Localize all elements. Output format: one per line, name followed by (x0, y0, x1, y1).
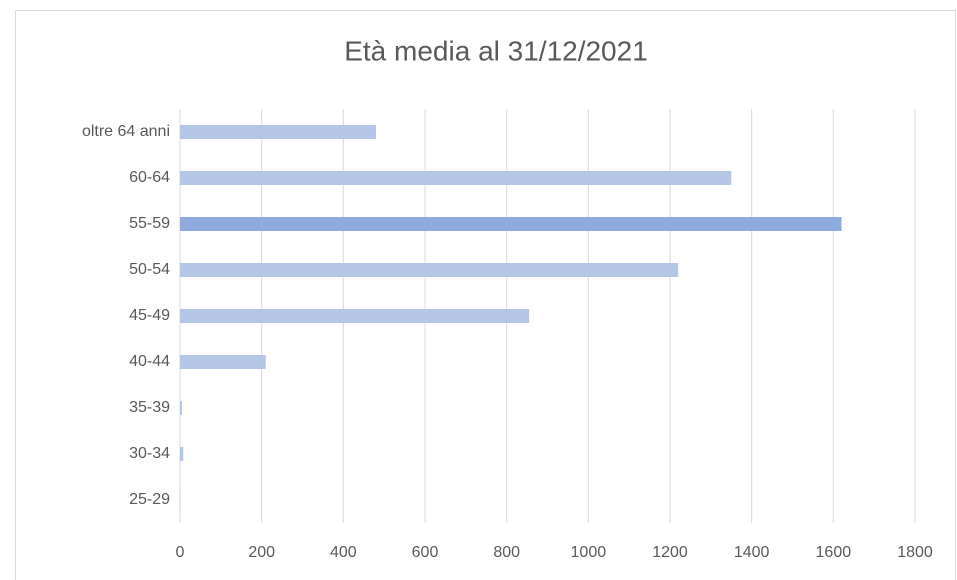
x-tick-label: 1400 (734, 544, 770, 561)
x-tick-label: 1200 (652, 544, 688, 561)
bar (180, 447, 184, 461)
x-tick-label: 600 (412, 544, 439, 561)
y-tick-label: 55-59 (129, 215, 170, 232)
chart-border (15, 10, 956, 580)
x-tick-label: 0 (176, 544, 185, 561)
y-tick-label: 40-44 (129, 353, 170, 370)
bar (180, 309, 530, 323)
y-tick-label: oltre 64 anni (82, 123, 170, 140)
y-tick-label: 45-49 (129, 307, 170, 324)
bar (180, 401, 183, 415)
x-tick-label: 200 (248, 544, 275, 561)
bar (180, 171, 732, 185)
bar (180, 263, 679, 277)
y-tick-label: 60-64 (129, 169, 170, 186)
y-tick-label: 35-39 (129, 399, 170, 416)
x-tick-label: 400 (330, 544, 357, 561)
chart-title: Età media al 31/12/2021 (344, 35, 648, 66)
bar (180, 125, 376, 139)
x-tick-label: 1800 (897, 544, 933, 561)
bar (180, 217, 842, 231)
x-tick-label: 1600 (816, 544, 852, 561)
y-tick-label: 50-54 (129, 261, 170, 278)
y-tick-label: 30-34 (129, 445, 170, 462)
y-tick-label: 25-29 (129, 491, 170, 508)
bar (180, 355, 266, 369)
x-tick-label: 800 (493, 544, 520, 561)
x-tick-label: 1000 (571, 544, 607, 561)
